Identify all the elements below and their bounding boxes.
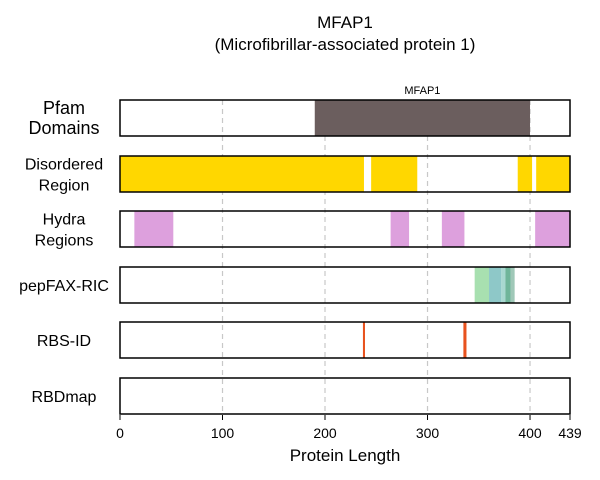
- track-label: Pfam: [43, 98, 85, 118]
- track-label: RBS-ID: [37, 333, 91, 350]
- track-frame: [119, 266, 571, 304]
- segment-bar: [505, 267, 511, 303]
- x-tick-label: 439: [558, 425, 582, 441]
- x-tick-label: 0: [116, 425, 124, 441]
- track-4: RBS-ID: [37, 321, 571, 359]
- track-label: Hydra: [43, 212, 86, 229]
- segment-bar: [474, 267, 490, 303]
- x-axis-label: Protein Length: [290, 446, 401, 465]
- x-tick-label: 200: [313, 425, 337, 441]
- segment-bar: [390, 211, 410, 247]
- track-2: Hydra Regions: [35, 210, 571, 250]
- segment-bar: [489, 267, 502, 303]
- track-frame: [119, 321, 571, 359]
- segment-bar: [441, 211, 465, 247]
- x-tick-label: 400: [518, 425, 542, 441]
- track-frame: [119, 377, 571, 415]
- chart-subtitle: (Microfibrillar-associated protein 1): [215, 35, 476, 54]
- segment-bar: [517, 156, 533, 192]
- segment-bar: [535, 211, 570, 247]
- segment-bar: [362, 322, 365, 358]
- segment-bar: [120, 156, 364, 192]
- segment-bar: [134, 211, 174, 247]
- track-1: Disordered Region: [25, 155, 571, 195]
- track-label: Domains: [28, 118, 99, 138]
- x-tick-label: 300: [416, 425, 440, 441]
- x-axis: 0 100 200 300 400 439: [116, 415, 582, 441]
- track-frame: [119, 210, 571, 248]
- track-label: Region: [39, 178, 90, 195]
- track-label: Regions: [35, 233, 94, 250]
- chart-title: MFAP1: [317, 13, 373, 32]
- segment-bar: [501, 267, 506, 303]
- track-frame: [119, 99, 571, 137]
- segment-bar: [510, 267, 515, 303]
- grid-layer: [221, 100, 531, 415]
- track-label: Disordered: [25, 157, 103, 174]
- segment-bar: [371, 156, 418, 192]
- track-5: RBDmap: [32, 377, 571, 415]
- segment-bar: [463, 322, 467, 358]
- track-label: RBDmap: [32, 389, 97, 406]
- track-3: pepFAX-RIC: [19, 266, 571, 304]
- segment-bar: [536, 156, 570, 192]
- x-tick-label: 100: [211, 425, 235, 441]
- track-label: pepFAX-RIC: [19, 278, 109, 295]
- segment-label: MFAP1: [404, 85, 440, 97]
- track-frame: [119, 155, 571, 193]
- segment-bar: [314, 100, 531, 136]
